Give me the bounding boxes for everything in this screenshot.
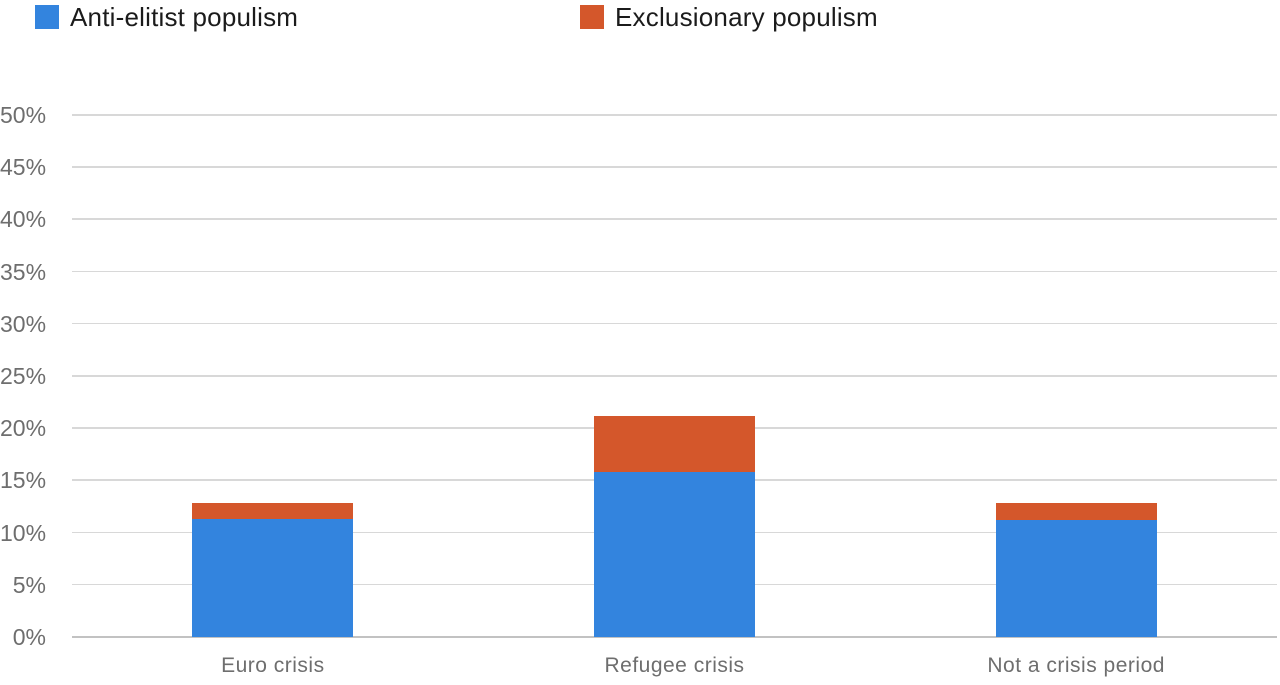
legend-label-exclusionary: Exclusionary populism <box>615 1 878 32</box>
y-axis-tick-label: 15% <box>0 467 47 494</box>
y-axis-tick-label: 35% <box>0 258 47 285</box>
y-axis-tick-label: 0% <box>12 624 46 650</box>
bar-not-a-crisis-period-exclusionary-populism <box>995 503 1157 521</box>
legend-swatch-anti-elitist-icon <box>35 5 59 29</box>
gridline <box>72 114 1277 116</box>
legend-swatch-exclusionary-icon <box>580 5 604 29</box>
bar-not-a-crisis-period-anti-elitist-populism <box>995 520 1157 637</box>
y-axis-tick-label: 45% <box>0 154 47 181</box>
gridline <box>72 166 1277 168</box>
legend-item-exclusionary: Exclusionary populism <box>580 2 878 32</box>
y-axis-tick-label: 5% <box>12 571 46 598</box>
gridline <box>72 270 1277 273</box>
y-axis-tick-label: 50% <box>0 102 47 128</box>
x-axis-baseline <box>72 636 1277 638</box>
bar-euro-crisis-exclusionary-populism <box>192 503 354 520</box>
y-axis-tick-label: 10% <box>0 519 47 546</box>
legend-item-anti-elitist: Anti-elitist populism <box>35 2 298 32</box>
chart-legend: Anti-elitist populism Exclusionary popul… <box>0 2 1280 34</box>
y-axis-tick-label: 25% <box>0 363 47 389</box>
y-axis-tick-label: 30% <box>0 310 47 337</box>
bar-euro-crisis-anti-elitist-populism <box>192 519 354 637</box>
y-axis-tick-label: 40% <box>0 206 47 233</box>
x-axis-label-refugee-crisis: Refugee crisis <box>604 654 745 677</box>
gridline <box>72 375 1277 377</box>
bar-refugee-crisis-anti-elitist-populism <box>594 472 755 637</box>
y-axis-tick-label: 20% <box>0 415 47 442</box>
x-axis-label-not-a-crisis-period: Not a crisis period <box>987 654 1165 677</box>
legend-label-anti-elitist: Anti-elitist populism <box>70 1 299 32</box>
gridline <box>72 218 1277 220</box>
gridline <box>72 322 1277 325</box>
x-axis-label-euro-crisis: Euro crisis <box>221 654 325 677</box>
bar-refugee-crisis-exclusionary-populism <box>594 415 755 473</box>
